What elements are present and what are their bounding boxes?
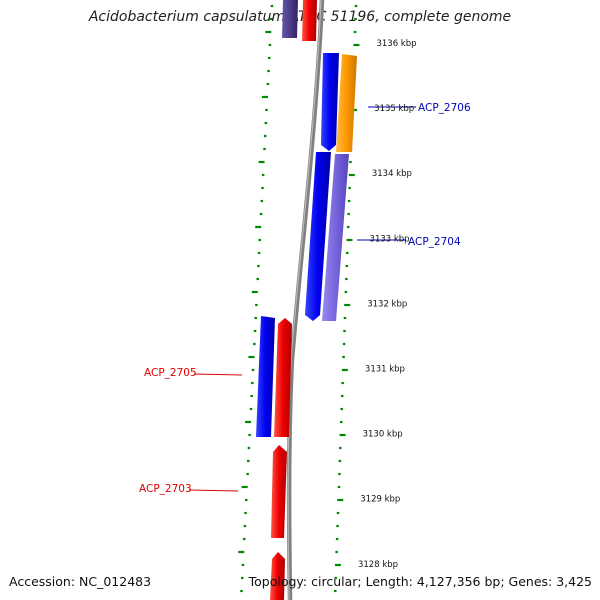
kbp-label-3128: 3128 kbp [358, 560, 398, 570]
gene-orange-arrow [336, 54, 357, 152]
gene-acp-2705-arrow [256, 316, 275, 437]
gene-acp-2704-arrow [305, 152, 331, 321]
gene-label-acp-2704[interactable]: ACP_2704 [408, 236, 461, 248]
gene-acp-2706-arrow [321, 53, 339, 151]
gene-label-acp-2706[interactable]: ACP_2706 [418, 102, 471, 114]
gene-label-acp-2705[interactable]: ACP_2705 [144, 367, 197, 379]
accession-text: Accession: NC_012483 [9, 574, 152, 589]
inner-tick-ring [238, 4, 274, 593]
genome-backbone [286, 0, 325, 600]
kbp-label-3132: 3132 kbp [367, 299, 407, 309]
gene-top-navy [282, 0, 298, 38]
genome-backbone-highlight [287, 0, 322, 600]
gene-labels: ACP_2706 ACP_2704 ACP_2705 ACP_2703 [139, 102, 471, 495]
label-line-acp-2705 [193, 373, 243, 376]
kbp-label-3136: 3136 kbp [376, 39, 416, 49]
kbp-label-3135: 3135 kbp [374, 104, 414, 114]
gene-acp-2703-arrow [271, 445, 287, 538]
kbp-scale-labels: 3136 kbp 3135 kbp 3134 kbp 3133 kbp 3132 kbp… [358, 39, 417, 570]
gene-lavender-arrow [322, 154, 349, 321]
gene-bottom-red-arrow [270, 552, 285, 600]
kbp-label-3129: 3129 kbp [360, 495, 400, 505]
gene-red-mid-arrow [274, 318, 292, 437]
kbp-label-3130: 3130 kbp [363, 430, 403, 440]
kbp-label-3133: 3133 kbp [370, 234, 410, 244]
genome-title: Acidobacterium capsulatum ATCC 51196, co… [88, 9, 512, 25]
kbp-label-3131: 3131 kbp [365, 365, 405, 375]
label-line-acp-2703 [188, 489, 239, 492]
gene-top-red [302, 0, 317, 41]
gene-label-acp-2703[interactable]: ACP_2703 [139, 483, 192, 495]
kbp-label-3134: 3134 kbp [372, 169, 412, 179]
topology-summary: Topology: circular; Length: 4,127,356 bp… [248, 574, 592, 589]
